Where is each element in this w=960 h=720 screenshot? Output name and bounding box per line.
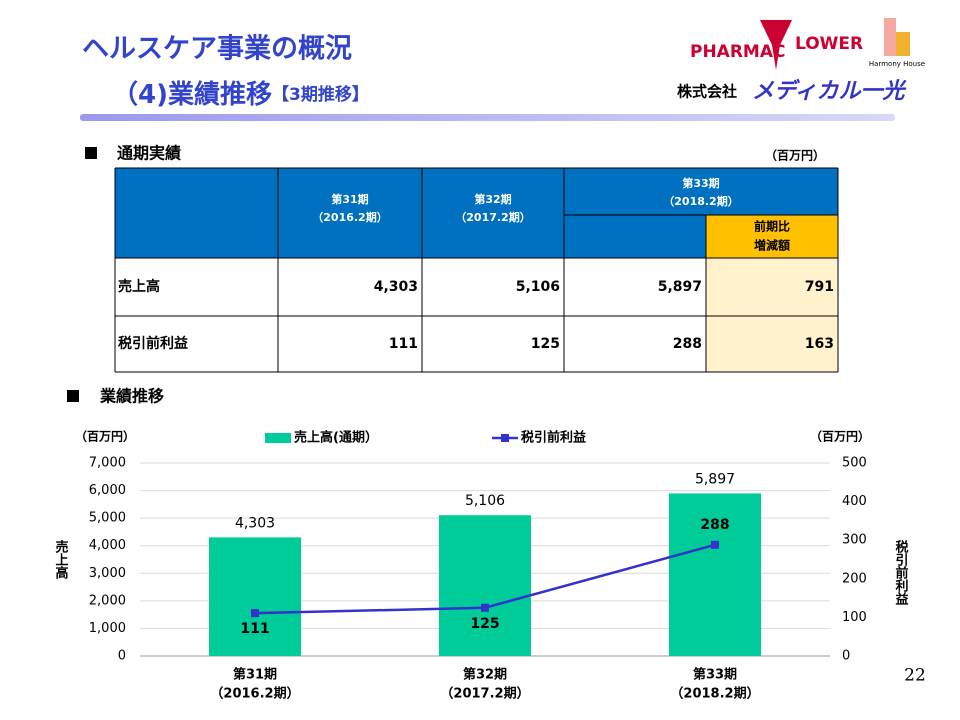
section-title: 業績推移: [99, 387, 164, 406]
line-label: 288: [700, 517, 729, 533]
y-axis-title: 売上高: [53, 539, 69, 580]
flower-logo: [760, 20, 792, 70]
table-cell: 5,897: [658, 279, 702, 295]
y2-tick-label: 0: [842, 649, 850, 664]
y-tick-label: 6,000: [89, 483, 126, 498]
x-tick-sublabel: （2018.2期）: [670, 686, 759, 702]
x-tick-sublabel: （2017.2期）: [440, 686, 529, 702]
company-prefix: 株式会社: [677, 83, 737, 101]
harmony-logo-b: [896, 32, 910, 56]
table-cell: 111: [389, 336, 418, 352]
column-fiscal: （2016.2期）: [312, 210, 387, 224]
table-unit: （百万円）: [765, 148, 825, 163]
bullet: [67, 390, 79, 402]
legend-label: 売上高(通期）: [294, 430, 378, 446]
change-header: 前期比: [754, 219, 790, 234]
table-cell: 288: [673, 336, 702, 352]
legend-marker: [501, 434, 509, 442]
legend-label: 税引前利益: [521, 430, 586, 446]
line-label: 125: [470, 616, 499, 632]
y2-tick-label: 400: [842, 494, 867, 509]
table-cell: 163: [805, 336, 834, 352]
legend-swatch: [265, 433, 291, 443]
x-tick-label: 第31期: [233, 667, 277, 683]
line-marker: [481, 603, 489, 612]
line-label: 111: [240, 621, 269, 637]
y-tick-label: 0: [118, 649, 126, 664]
chart: 0 1,000 2,000 3,000 4,000 5,000 6,000 7,000 0 100…: [89, 430, 867, 702]
table-cell: 125: [531, 336, 560, 352]
y2-tick-label: 200: [842, 571, 867, 586]
brand-flower: LOWER: [795, 34, 863, 54]
page-number: 22: [904, 666, 926, 686]
table-cell: 791: [805, 279, 834, 295]
subtitle-note: 【3期推移】: [272, 84, 369, 105]
y-unit: （百万円）: [75, 429, 135, 444]
y-tick-label: 1,000: [89, 621, 126, 636]
table-cell: 5,106: [516, 279, 560, 295]
column-period: 第32期: [474, 192, 511, 206]
column-period: 第33期: [682, 176, 719, 190]
column-fiscal: （2017.2期）: [455, 210, 530, 224]
company-name: メディカル一光: [752, 78, 907, 104]
table: 第31期 （2016.2期） 第32期 （2017.2期） 第33期 （2018.2期） 前…: [114, 167, 839, 373]
bar-label: 5,897: [695, 471, 735, 487]
row-label: 税引前利益: [118, 335, 188, 352]
line-marker: [251, 609, 259, 618]
subtitle: （4)業績推移【3期推移】: [112, 80, 369, 110]
line-marker: [711, 540, 719, 549]
y-tick-label: 5,000: [89, 511, 126, 526]
bar: [439, 515, 531, 656]
y-tick-label: 7,000: [89, 456, 126, 471]
column-fiscal: （2018.2期）: [663, 194, 738, 208]
bar-label: 5,106: [465, 493, 505, 509]
column-period: 第31期: [331, 192, 368, 206]
subtitle-main: （4)業績推移: [112, 80, 272, 110]
bar: [209, 537, 301, 656]
y2-tick-label: 300: [842, 533, 867, 548]
change-header: 増減額: [754, 238, 790, 253]
y2-tick-label: 500: [842, 456, 867, 471]
title-underline: [80, 114, 895, 121]
y-tick-label: 3,000: [89, 566, 126, 581]
table-cell: 4,303: [374, 279, 418, 295]
bar-label: 4,303: [235, 515, 275, 531]
change-header-bg: [706, 215, 838, 258]
change-col-bg: [706, 258, 838, 372]
harmony-logo: [884, 18, 896, 56]
row-label: 売上高: [118, 278, 160, 295]
x-tick-label: 第33期: [693, 667, 737, 683]
y-tick-label: 4,000: [89, 538, 126, 553]
x-tick-label: 第32期: [463, 667, 507, 683]
bar: [669, 493, 761, 656]
bullet: [85, 147, 97, 159]
y-tick-label: 2,000: [89, 593, 126, 608]
brand-pharmac: PHARMAC: [690, 42, 785, 62]
y2-unit: （百万円）: [810, 429, 870, 444]
x-tick-sublabel: （2016.2期）: [210, 686, 299, 702]
section-title: 通期実績: [117, 144, 181, 163]
brand-harmony: Harmony House: [869, 60, 925, 68]
y2-axis-title: 税引前利益: [893, 539, 909, 606]
y2-tick-label: 100: [842, 610, 867, 625]
title: ヘルスケア事業の概況: [82, 34, 352, 65]
